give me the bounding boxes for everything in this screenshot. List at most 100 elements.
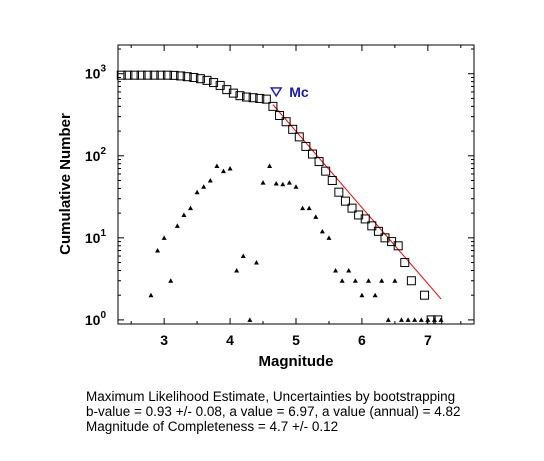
x-tick-label: 7 [424, 332, 432, 348]
cumulative-point [143, 70, 153, 80]
y-tick-exponent: 0 [100, 310, 106, 321]
non-cumulative-point [240, 253, 246, 259]
cumulative-point [261, 94, 271, 104]
non-cumulative-point [405, 317, 411, 322]
x-tick-label: 5 [292, 332, 300, 348]
y-tick-base: 10 [85, 66, 101, 82]
non-cumulative-point [194, 189, 200, 195]
y-tick-exponent: 3 [100, 64, 106, 75]
non-cumulative-point [385, 317, 391, 322]
cumulative-point [433, 315, 443, 325]
x-tick-label: 6 [358, 332, 366, 348]
non-cumulative-point [260, 180, 266, 185]
cumulative-point [116, 70, 126, 80]
cumulative-point [235, 91, 245, 101]
non-cumulative-point [379, 278, 385, 283]
cumulative-point [367, 221, 377, 231]
cumulative-point [182, 72, 192, 82]
non-cumulative-point [346, 267, 352, 273]
non-cumulative-point [372, 292, 378, 298]
non-cumulative-point [174, 223, 180, 228]
b-value-fit-line [272, 104, 442, 300]
non-cumulative-point [326, 235, 332, 240]
non-cumulative-point [319, 228, 325, 234]
cumulative-point [195, 74, 205, 84]
cumulative-point [294, 132, 304, 142]
cumulative-point [314, 157, 324, 167]
non-cumulative-point [214, 163, 220, 169]
non-cumulative-point [313, 214, 319, 219]
cumulative-point [373, 226, 383, 236]
y-tick-label: 100 [85, 310, 107, 328]
cumulative-point [149, 70, 159, 80]
cumulative-point [209, 78, 219, 88]
cumulative-point [327, 175, 337, 185]
non-cumulative-point [286, 180, 292, 185]
fit-line-layer [272, 104, 442, 300]
non-cumulative-point [300, 205, 306, 211]
non-cumulative-point [418, 317, 424, 322]
cumulative-point [393, 241, 403, 251]
non-cumulative-point [306, 205, 312, 211]
cumulative-point [268, 101, 278, 111]
cumulative-point [275, 110, 285, 120]
non-cumulative-point [168, 278, 174, 283]
cumulative-point [169, 70, 179, 80]
non-cumulative-point [267, 163, 273, 169]
y-axis-label: Cumulative Number [57, 113, 74, 255]
y-tick-label: 102 [85, 146, 107, 164]
non-cumulative-series [148, 163, 444, 322]
non-cumulative-point [398, 317, 404, 322]
non-cumulative-point [412, 317, 418, 322]
non-cumulative-point [280, 181, 286, 187]
y-tick-label: 101 [85, 228, 107, 246]
non-cumulative-point [181, 212, 187, 217]
non-cumulative-point [431, 317, 437, 322]
cumulative-point [340, 196, 350, 206]
cumulative-point [156, 70, 166, 80]
non-cumulative-point [253, 260, 259, 265]
results-caption: Maximum Likelihood Estimate, Uncertainti… [86, 389, 536, 434]
non-cumulative-point [366, 278, 372, 283]
cumulative-point [347, 203, 357, 213]
non-cumulative-point [227, 165, 233, 171]
non-cumulative-point [359, 292, 365, 298]
non-cumulative-point [155, 248, 161, 253]
x-axis-label: Magnitude [259, 353, 334, 370]
cumulative-point [162, 70, 172, 80]
non-cumulative-point [234, 267, 240, 273]
y-tick-base: 10 [85, 312, 101, 328]
mc-label: Mc [289, 84, 309, 100]
cumulative-point [255, 93, 265, 103]
cumulative-point [189, 72, 199, 82]
cumulative-point [360, 214, 370, 224]
non-cumulative-point [425, 317, 431, 322]
y-tick-exponent: 2 [100, 146, 106, 157]
y-tick-base: 10 [85, 230, 101, 246]
non-cumulative-point [339, 278, 345, 283]
caption-completeness: Magnitude of Completeness = 4.7 +/- 0.12 [86, 419, 339, 434]
non-cumulative-point [438, 317, 444, 322]
cumulative-point [288, 124, 298, 134]
cumulative-point [136, 70, 146, 80]
non-cumulative-point [392, 278, 398, 283]
cumulative-point [420, 290, 430, 300]
cumulative-point [321, 166, 331, 176]
cumulative-point [129, 70, 139, 80]
cumulative-point [228, 88, 238, 98]
non-cumulative-point [333, 267, 339, 273]
non-cumulative-point [201, 184, 207, 189]
x-tick-label: 4 [226, 332, 234, 348]
mc-marker-group: Mc [269, 84, 309, 100]
mc-marker [269, 87, 283, 98]
cumulative-point [301, 141, 311, 151]
cumulative-point [307, 149, 317, 159]
y-tick-base: 10 [85, 148, 101, 164]
cumulative-point [176, 71, 186, 81]
cumulative-series [116, 70, 443, 325]
cumulative-point [281, 117, 291, 127]
non-cumulative-point [161, 235, 167, 240]
non-cumulative-point [352, 278, 358, 283]
non-cumulative-point [188, 205, 194, 211]
